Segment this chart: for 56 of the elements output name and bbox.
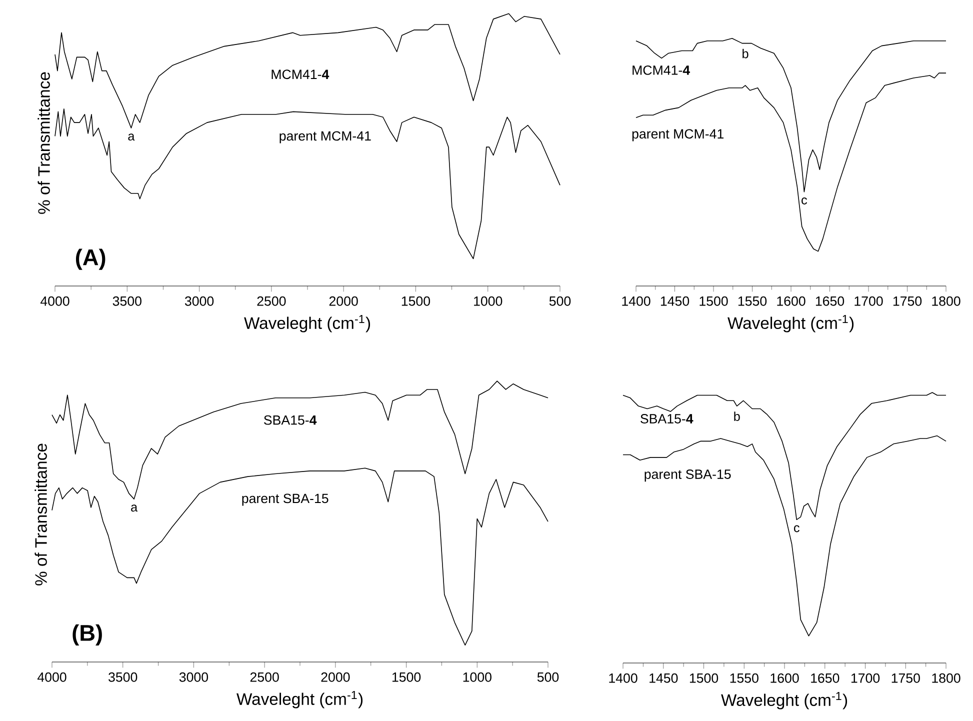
x-tick-label: 1550: [730, 673, 758, 683]
x-tick-label: 1550: [738, 296, 767, 306]
annotation: c: [802, 197, 808, 204]
x-tick-label: 3000: [179, 672, 208, 682]
annotation: (B): [72, 624, 102, 646]
x-tick-label: 4000: [37, 672, 66, 682]
annotation: (A): [76, 248, 106, 270]
annotation: a: [131, 504, 138, 512]
series-label: parent MCM-41: [632, 129, 724, 142]
x-tick-label: 1500: [392, 672, 421, 682]
y-axis-title: % of Transmittance: [38, 72, 50, 214]
x-tick-label: 3500: [108, 672, 138, 682]
x-axis-title: Waveleght (cm$^{-1}$): [236, 690, 363, 708]
x-tick-label: 2500: [250, 672, 279, 682]
x-tick-label: 1800: [932, 673, 960, 683]
x-tick-label: 500: [549, 296, 571, 306]
annotation: c: [794, 525, 800, 532]
x-tick-label: 1700: [854, 296, 883, 306]
series-label: parent MCM-41: [280, 131, 371, 144]
series-label: MCM41-4: [632, 65, 690, 75]
x-tick-label: 1750: [892, 673, 920, 683]
text: MCM41-4: [272, 70, 330, 80]
x-tick-label: 1600: [770, 673, 799, 683]
x-tick-label: 1450: [650, 673, 678, 683]
x-tick-label: 1000: [474, 296, 502, 306]
x-tick-label: 3000: [184, 296, 214, 306]
x-tick-label: 1750: [893, 296, 922, 306]
y-axis-title: % of Transmittance: [34, 444, 47, 586]
x-tick-label: 1650: [816, 296, 844, 306]
x-tick-label: 2000: [321, 672, 350, 682]
series-label: SBA15-4: [640, 414, 694, 424]
series-label: parent SBA-15: [644, 470, 731, 482]
x-axis-title: Waveleght (cm$^{-1}$): [244, 314, 370, 332]
x-axis-title: Waveleght (cm$^{-1}$): [721, 692, 848, 710]
x-tick-label: 4000: [40, 296, 70, 306]
x-tick-label: 500: [537, 672, 559, 682]
annotation: b: [742, 48, 748, 58]
x-tick-label: 1400: [609, 673, 638, 683]
x-tick-label: 1500: [700, 296, 728, 306]
series-label: SBA15-4: [264, 415, 317, 425]
x-tick-label: 1700: [851, 673, 880, 683]
x-tick-label: 1600: [777, 296, 806, 306]
annotation: a: [128, 134, 135, 141]
x-tick-label: 1800: [932, 296, 960, 306]
x-tick-label: 1000: [463, 672, 492, 682]
x-axis-title: Waveleght (cm$^{-1}$): [728, 314, 854, 332]
x-tick-label: 1450: [660, 296, 690, 306]
annotation: b: [734, 412, 740, 421]
x-tick-label: 2500: [257, 296, 286, 306]
series-label: parent SBA-15: [242, 494, 328, 506]
x-tick-label: 1400: [622, 296, 650, 306]
x-tick-label: 1500: [402, 296, 430, 306]
x-tick-label: 3500: [112, 296, 142, 306]
x-tick-label: 2000: [329, 296, 358, 306]
x-tick-label: 1650: [811, 673, 840, 683]
x-tick-label: 1500: [690, 673, 718, 683]
